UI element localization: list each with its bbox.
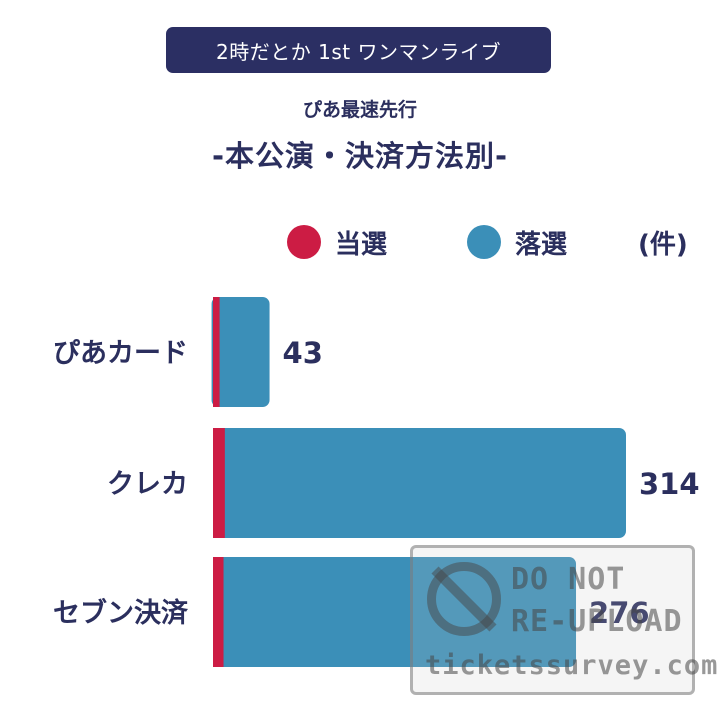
total-label: 276 [589, 596, 650, 630]
legend-unit: (件) [638, 229, 688, 260]
bar-segment-lost [211, 297, 270, 407]
event-title: 2時だとか 1st ワンマンライブ [216, 39, 501, 64]
legend: 当選 落選 (件) [0, 220, 720, 264]
total-label: 43 [283, 336, 323, 370]
category-label: セブン決済 [53, 597, 189, 629]
bar-segment-won [213, 297, 220, 407]
legend-label-lost: 落選 [515, 229, 568, 260]
legend-item-won: 当選 [287, 220, 387, 264]
watermark-line2: RE-UPLOAD [511, 604, 683, 639]
prohibited-icon [427, 562, 501, 636]
legend-label-won: 当選 [335, 229, 388, 260]
bar-segment-won [213, 557, 224, 667]
legend-item-lost: 落選 [467, 220, 567, 264]
category-label: クレカ [107, 469, 188, 500]
bar-segment-won [213, 428, 225, 538]
watermark-site: ticketssurvey.com [425, 650, 719, 681]
bar-segment-lost [216, 428, 626, 538]
chart-title: -本公演・決済方法別- [211, 139, 509, 173]
event-badge: 2時だとか 1st ワンマンライブ [166, 27, 551, 73]
watermark-line1: DO NOT [511, 562, 626, 597]
total-label: 314 [639, 467, 700, 501]
legend-swatch-won [287, 225, 321, 259]
legend-swatch-lost [467, 225, 501, 259]
category-label: ぴあカード [53, 338, 188, 369]
chart-subtitle: ぴあ最速先行 [302, 99, 417, 121]
watermark-stamp: DO NOT RE-UPLOAD ticketssurvey.com [410, 545, 717, 695]
